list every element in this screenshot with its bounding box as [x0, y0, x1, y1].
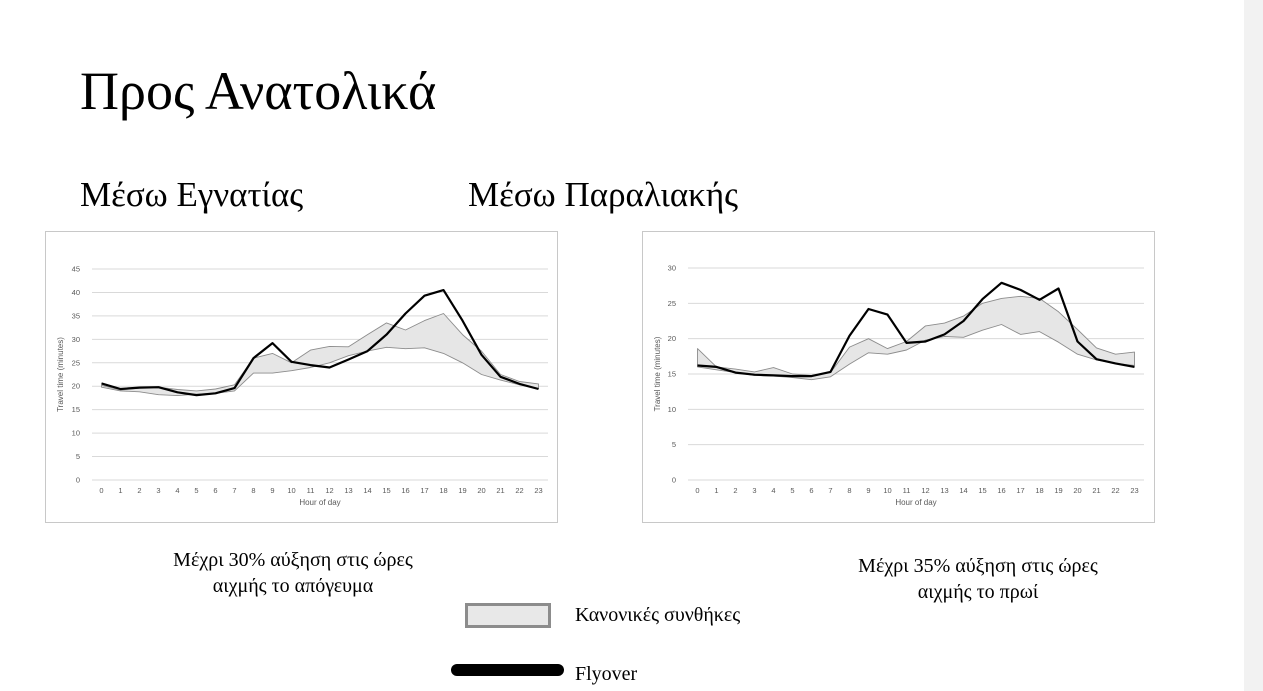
left-y-tick-label: 35: [72, 311, 80, 320]
right-x-tick-label: 7: [828, 486, 832, 495]
right-caption-line1: Μέχρι 35% αύξηση στις ώρες: [858, 555, 1098, 577]
left-flyover-line: [101, 288, 539, 397]
left-chart-subtitle: Μέσω Εγνατίας: [80, 175, 304, 214]
left-y-tick-label: 25: [72, 358, 80, 367]
right-x-tick-label: 3: [752, 486, 756, 495]
right-x-tick-label: 20: [1073, 486, 1081, 495]
left-caption-line2: αιχμής το απόγευμα: [212, 575, 374, 597]
right-flyover-line: [697, 281, 1135, 378]
left-x-tick-label: 17: [420, 486, 428, 495]
left-y-tick-label: 40: [72, 288, 80, 297]
left-y-tick-label: 10: [72, 429, 80, 438]
right-x-tick-label: 17: [1016, 486, 1024, 495]
left-caption-line1: Μέχρι 30% αύξηση στις ώρες: [173, 549, 413, 571]
right-y-tick-label: 20: [668, 334, 676, 343]
right-x-tick-label: 2: [733, 486, 737, 495]
legend-flyover-label: Flyover: [575, 663, 638, 685]
left-x-tick-label: 23: [534, 486, 542, 495]
right-x-tick-label: 6: [809, 486, 813, 495]
right-y-tick-label: 0: [672, 476, 676, 485]
right-x-tick-label: 9: [866, 486, 870, 495]
left-chart: 0 5 10 15 20 25 30 35 40 45 0 1 2 3 4 5 6 7 8 9 10 11 12 13 14 15…: [45, 231, 558, 523]
legend-flyover-swatch: [451, 664, 564, 676]
right-y-axis-title: Travel time (minutes): [653, 336, 662, 411]
right-x-tick-label: 12: [921, 486, 929, 495]
left-x-tick-label: 10: [287, 486, 295, 495]
right-y-tick-label: 10: [668, 405, 676, 414]
right-caption-line2: αιχμής το πρωί: [917, 581, 1039, 603]
left-normal-band: [101, 313, 539, 397]
left-x-tick-label: 1: [118, 486, 122, 495]
left-y-tick-label: 45: [72, 265, 80, 274]
right-x-tick-label: 8: [847, 486, 851, 495]
right-chart-caption: Μέχρι 35% αύξηση στις ώρες αιχμής το πρω…: [828, 553, 1128, 605]
left-x-tick-label: 2: [137, 486, 141, 495]
right-x-tick-label: 0: [695, 486, 699, 495]
right-y-tick-label: 5: [672, 440, 676, 449]
right-x-tick-label: 19: [1054, 486, 1062, 495]
left-x-tick-label: 6: [213, 486, 217, 495]
left-x-tick-label: 11: [307, 486, 315, 495]
left-x-tick-label: 15: [382, 486, 390, 495]
right-x-tick-label: 13: [940, 486, 948, 495]
right-x-tick-label: 22: [1111, 486, 1119, 495]
left-x-tick-label: 18: [439, 486, 447, 495]
right-x-tick-label: 23: [1130, 486, 1138, 495]
legend-normal-swatch: [465, 603, 551, 628]
right-x-tick-label: 11: [903, 486, 911, 495]
right-x-tick-label: 15: [978, 486, 986, 495]
left-x-axis-title: Hour of day: [299, 498, 340, 507]
left-y-tick-label: 30: [72, 335, 80, 344]
right-x-tick-label: 18: [1035, 486, 1043, 495]
right-x-tick-label: 4: [771, 486, 775, 495]
left-x-tick-label: 4: [175, 486, 179, 495]
left-x-tick-label: 3: [156, 486, 160, 495]
right-chart-subtitle: Μέσω Παραλιακής: [468, 175, 738, 214]
right-chart: 0 5 10 15 20 25 30 0 1 2 3 4 5 6 7 8 9 10 11 12 13 14 15 16 17 18…: [642, 231, 1155, 523]
right-y-tick-label: 25: [668, 299, 676, 308]
left-chart-caption: Μέχρι 30% αύξηση στις ώρες αιχμής το από…: [143, 547, 443, 599]
right-x-tick-label: 1: [714, 486, 718, 495]
legend-normal-label: Κανονικές συνθήκες: [575, 604, 741, 626]
left-x-tick-label: 8: [251, 486, 255, 495]
left-y-tick-label: 0: [76, 476, 80, 485]
left-x-tick-label: 19: [458, 486, 466, 495]
right-y-tick-label: 15: [668, 370, 676, 379]
left-x-tick-label: 21: [496, 486, 504, 495]
left-y-tick-label: 15: [72, 405, 80, 414]
left-y-tick-label: 20: [72, 382, 80, 391]
right-x-tick-label: 16: [997, 486, 1005, 495]
left-x-tick-label: 14: [363, 486, 371, 495]
left-x-tick-label: 22: [515, 486, 523, 495]
right-x-tick-label: 21: [1092, 486, 1100, 495]
left-x-tick-label: 16: [401, 486, 409, 495]
right-edge-strip: [1244, 0, 1263, 691]
right-x-tick-label: 5: [790, 486, 794, 495]
left-x-tick-label: 9: [270, 486, 274, 495]
left-y-tick-label: 5: [76, 452, 80, 461]
left-x-tick-label: 13: [344, 486, 352, 495]
page-title: Προς Ανατολικά: [80, 61, 437, 121]
left-x-tick-label: 5: [194, 486, 198, 495]
right-x-tick-label: 10: [883, 486, 891, 495]
right-x-axis-title: Hour of day: [895, 498, 936, 507]
left-x-tick-label: 0: [99, 486, 103, 495]
left-y-axis-title: Travel time (minutes): [56, 337, 65, 412]
right-y-tick-label: 30: [668, 264, 676, 273]
right-normal-band: [697, 295, 1135, 381]
right-x-tick-label: 14: [959, 486, 967, 495]
left-x-tick-label: 12: [325, 486, 333, 495]
left-x-tick-label: 7: [232, 486, 236, 495]
left-x-tick-label: 20: [477, 486, 485, 495]
